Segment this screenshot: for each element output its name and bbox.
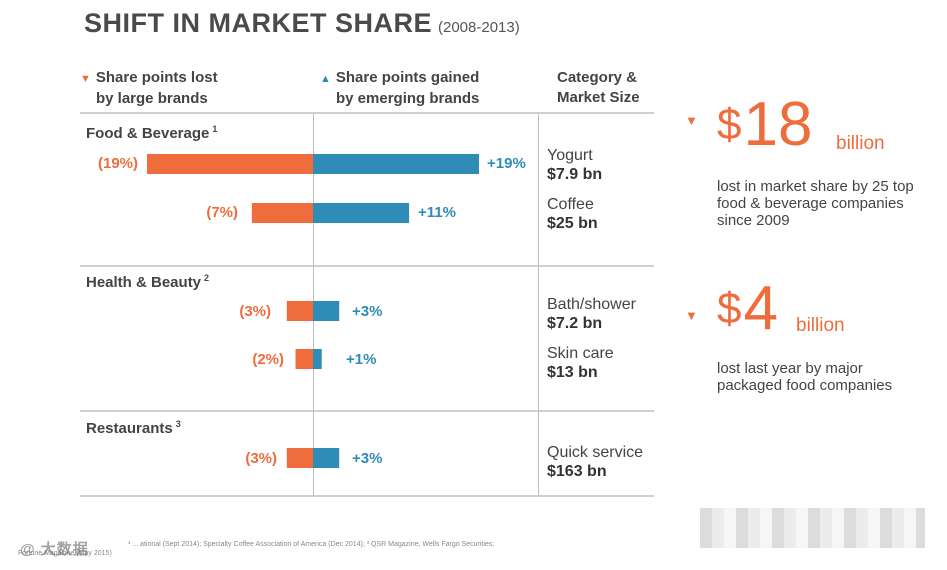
stat-amount-1: $18 <box>717 94 812 156</box>
stat-desc-2: lost last year by major packaged food co… <box>717 360 893 394</box>
gain-bar-coffee <box>313 203 410 223</box>
stat-value: 18 <box>743 90 813 159</box>
category-quick-service: Quick service $163 bn <box>547 443 643 481</box>
lost-label-coffee: (7%) <box>206 204 238 221</box>
category-bath-shower: Bath/shower $7.2 bn <box>547 295 636 333</box>
category-name: Quick service <box>547 444 644 461</box>
section-note: 2 <box>204 273 210 283</box>
section-label: Health & Beauty <box>86 274 202 291</box>
title-period: (2008-2013) <box>438 19 520 36</box>
gain-label-coffee: +11% <box>418 204 456 221</box>
down-arrow-icon: ▼ <box>685 113 698 128</box>
group-rule-2 <box>80 410 654 412</box>
lost-label-quick-service: (3%) <box>245 450 277 467</box>
header-category: Category & Market Size <box>557 68 640 108</box>
gain-bar-bath-shower <box>313 301 340 321</box>
stat-unit-2: billion <box>796 315 845 336</box>
footnote-line1: ¹ ... ational (Sept 2014); Specialty Cof… <box>128 541 495 548</box>
gain-label-yogurt: +19% <box>487 155 526 172</box>
gain-label-skin-care: +1% <box>346 351 377 368</box>
section-note: 1 <box>212 124 218 134</box>
section-label: Food & Beverage <box>86 125 210 142</box>
category-yogurt: Yogurt $7.9 bn <box>547 146 602 184</box>
lost-label-skin-care: (2%) <box>252 351 284 368</box>
header-category-line1: Category & <box>557 69 638 86</box>
header-lost-line1: Share points lost <box>95 69 218 86</box>
market-size: $163 bn <box>547 463 607 480</box>
header-lost-line2: by large brands <box>96 90 208 107</box>
stat-desc-1: lost in market share by 25 top food & be… <box>717 178 914 229</box>
section-note: 3 <box>175 419 181 429</box>
up-triangle-icon: ▲ <box>320 73 331 85</box>
stat-unit-1: billion <box>836 133 885 154</box>
lost-label-yogurt: (19%) <box>97 155 138 172</box>
header-gained-line2: by emerging brands <box>336 90 480 107</box>
category-skin-care: Skin care $13 bn <box>547 344 614 382</box>
lost-bar-coffee <box>251 203 313 223</box>
header-category-line2: Market Size <box>557 89 640 106</box>
lost-label-bath-shower: (3%) <box>239 303 271 320</box>
gain-bar-quick-service <box>313 448 340 468</box>
currency-symbol: $ <box>717 100 742 149</box>
category-name: Skin care <box>547 345 614 362</box>
market-size: $7.2 bn <box>547 315 603 332</box>
lost-bar-quick-service <box>286 448 313 468</box>
currency-symbol: $ <box>717 284 742 333</box>
category-name: Coffee <box>547 196 594 213</box>
section-food-beverage: Food & Beverage 1 <box>86 124 217 142</box>
lost-bar-yogurt <box>147 154 313 174</box>
header-lost: ▼ Share points lost by large brands <box>80 68 218 109</box>
bottom-rule <box>80 495 654 497</box>
header-rule <box>80 112 654 114</box>
blurred-region <box>700 508 925 548</box>
section-restaurants: Restaurants 3 <box>86 419 181 437</box>
group-rule-1 <box>80 265 654 267</box>
footnote-line2: Fortune Magazine (May 2015) <box>18 550 112 557</box>
market-size: $13 bn <box>547 364 598 381</box>
category-name: Bath/shower <box>547 296 636 313</box>
stat-value: 4 <box>743 274 778 343</box>
header-gained: ▲ Share points gained by emerging brands <box>320 68 479 109</box>
page-title: SHIFT IN MARKET SHARE (2008-2013) <box>84 8 520 39</box>
down-triangle-icon: ▼ <box>80 73 91 85</box>
watermark: @ 大数据 <box>20 541 89 558</box>
lost-bar-skin-care <box>295 349 313 369</box>
gain-label-quick-service: +3% <box>352 450 383 467</box>
section-label: Restaurants <box>86 420 173 437</box>
stat-amount-2: $4 <box>717 278 778 340</box>
header-gained-line1: Share points gained <box>335 69 480 86</box>
gain-bar-yogurt <box>313 154 479 174</box>
title-text: SHIFT IN MARKET SHARE <box>84 8 432 38</box>
down-arrow-icon: ▼ <box>685 308 698 323</box>
category-coffee: Coffee $25 bn <box>547 195 598 233</box>
category-name: Yogurt <box>547 147 593 164</box>
lost-bar-bath-shower <box>286 301 313 321</box>
gain-bar-skin-care <box>313 349 322 369</box>
category-divider <box>538 114 539 496</box>
source-footnote: ¹ ... ational (Sept 2014); Specialty Cof… <box>8 540 494 558</box>
gain-label-bath-shower: +3% <box>352 303 383 320</box>
section-health-beauty: Health & Beauty 2 <box>86 273 209 291</box>
market-size: $25 bn <box>547 215 598 232</box>
market-size: $7.9 bn <box>547 166 603 183</box>
